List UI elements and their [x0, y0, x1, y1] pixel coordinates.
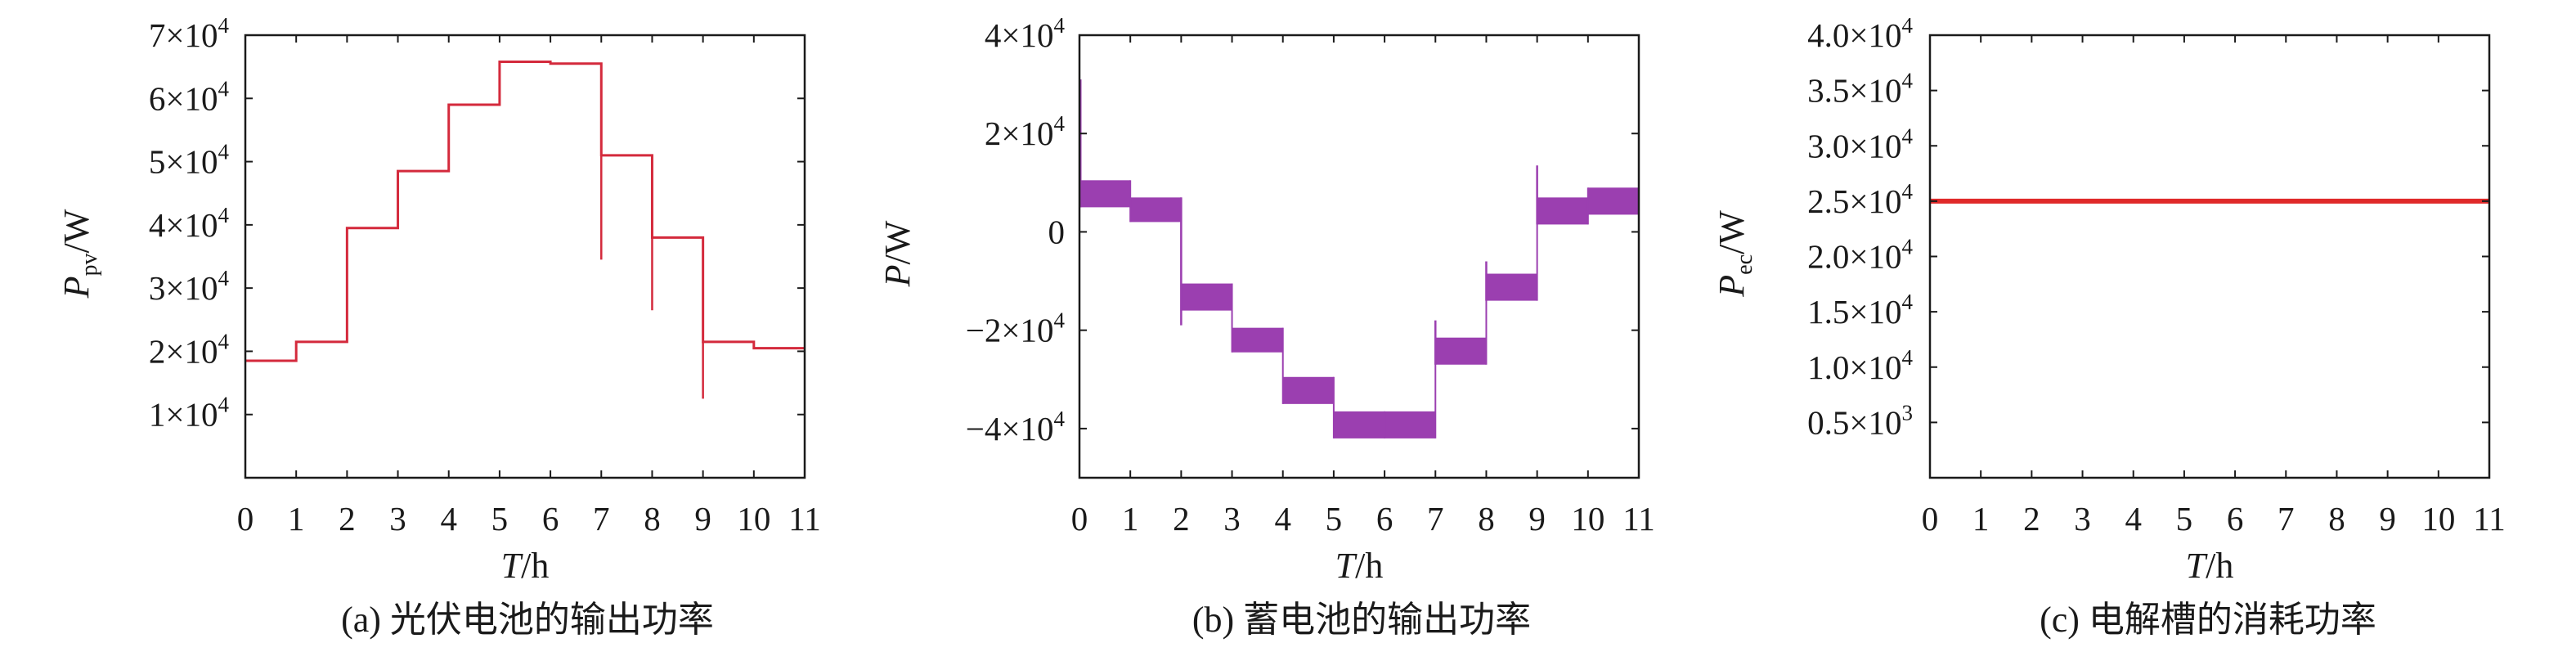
x-tick-label: 3: [2074, 500, 2091, 537]
y-tick-label: 4×104: [149, 203, 230, 244]
y-tick-label: −2×104: [966, 308, 1066, 349]
band-3: [1232, 327, 1283, 353]
x-tick-label: 10: [2421, 500, 2455, 537]
x-tick-label: 5: [2176, 500, 2193, 537]
panel-caption: (a) 光伏电池的输出功率: [341, 600, 714, 640]
y-tick-label: 2×104: [985, 111, 1066, 152]
x-tick-label: 4: [2125, 500, 2142, 537]
chart-panel-c: 0 1 2 3 4 5 6 7 8 9 10 11 0.5×103 1.0×104 1.5×104 2.0×1…: [1712, 13, 2506, 640]
x-tick-label: 9: [1528, 500, 1546, 537]
x-tick-label: 8: [1478, 500, 1495, 537]
x-tick-label: 7: [593, 500, 610, 537]
y-tick-label: 0.5×103: [1807, 400, 1913, 441]
series-line-0: [245, 60, 805, 362]
band-2: [1181, 283, 1232, 311]
band-8: [1486, 273, 1537, 301]
y-tick-label: 0: [1048, 213, 1066, 250]
y-axis-label: P/W: [877, 220, 918, 287]
x-tick-label: 5: [1326, 500, 1343, 537]
x-tick-label: 3: [389, 500, 406, 537]
y-tick-label: 2×104: [149, 329, 230, 370]
x-tick-label: 2: [2023, 500, 2040, 537]
x-tick-label: 0: [1071, 500, 1088, 537]
x-tick-label: 11: [788, 500, 820, 537]
y-axis-label: Ppv/W: [56, 209, 102, 299]
y-tick-label: 7×104: [149, 13, 230, 54]
x-tick-label: 8: [2328, 500, 2345, 537]
x-tick-label: 8: [644, 500, 661, 537]
x-tick-label: 0: [237, 500, 254, 537]
plot-frame: [1078, 34, 1640, 479]
y-tick-label: 6×104: [149, 76, 230, 117]
x-tick-label: 1: [1122, 500, 1139, 537]
y-tick-label: 5×104: [149, 140, 230, 181]
y-tick-label: 4.0×104: [1807, 13, 1913, 54]
band-4: [1282, 376, 1334, 404]
y-tick-label: 2.5×104: [1807, 179, 1913, 220]
y-axis-label: Pec/W: [1712, 210, 1757, 298]
x-tick-label: 7: [2278, 500, 2295, 537]
x-tick-label: 9: [2379, 500, 2396, 537]
y-tick-label: 1.5×104: [1807, 290, 1913, 330]
y-tick-label: 3.0×104: [1807, 124, 1913, 164]
y-tick-label: 3×104: [149, 266, 230, 307]
x-tick-label: 5: [491, 500, 509, 537]
plot-frame: [1928, 34, 2491, 479]
plot-frame: [244, 34, 806, 479]
x-tick-label: 7: [1427, 500, 1444, 537]
x-tick-label: 6: [2227, 500, 2244, 537]
chart-panel-a: 0 1 2 3 4 5 6 7 8 9 10 11 1×104 2×104 3×104 4×104 5×104 6…: [56, 13, 821, 640]
y-tick-label: 3.5×104: [1807, 69, 1913, 110]
x-tick-label: 4: [1274, 500, 1291, 537]
band-5: [1333, 411, 1385, 438]
y-tick-label: 1.0×104: [1807, 345, 1913, 386]
band-7: [1435, 337, 1487, 365]
panel-caption: (b) 蓄电池的输出功率: [1192, 600, 1531, 640]
x-axis-label: T/h: [1335, 546, 1384, 586]
x-tick-label: 11: [2473, 500, 2505, 537]
x-tick-label: 11: [1622, 500, 1654, 537]
x-tick-label: 6: [542, 500, 559, 537]
band-0: [1079, 180, 1131, 208]
y-tick-label: 4×104: [985, 13, 1066, 54]
x-axis-label: T/h: [501, 546, 550, 586]
x-tick-label: 3: [1223, 500, 1241, 537]
y-tick-label: −4×104: [966, 407, 1066, 447]
panel-caption: (c) 电解槽的消耗功率: [2040, 600, 2376, 640]
chart-panel-b: 0 1 2 3 4 5 6 7 8 9 10 114×1042×1040−2×104−4×104P/W…: [877, 13, 1655, 640]
x-tick-label: 10: [737, 500, 770, 537]
x-tick-label: 2: [1173, 500, 1190, 537]
x-tick-label: 1: [1972, 500, 1990, 537]
band-10: [1587, 187, 1639, 215]
band-1: [1130, 197, 1182, 223]
y-tick-label: 1×104: [149, 393, 230, 434]
x-tick-label: 2: [339, 500, 356, 537]
band-9: [1537, 197, 1588, 225]
x-tick-label: 1: [288, 500, 305, 537]
x-tick-label: 0: [1922, 500, 1939, 537]
x-tick-label: 4: [440, 500, 457, 537]
y-tick-label: 2.0×104: [1807, 235, 1913, 276]
x-tick-label: 6: [1376, 500, 1393, 537]
x-axis-label: T/h: [2186, 546, 2234, 586]
x-tick-label: 10: [1571, 500, 1604, 537]
band-6: [1384, 411, 1436, 438]
x-tick-label: 9: [694, 500, 711, 537]
